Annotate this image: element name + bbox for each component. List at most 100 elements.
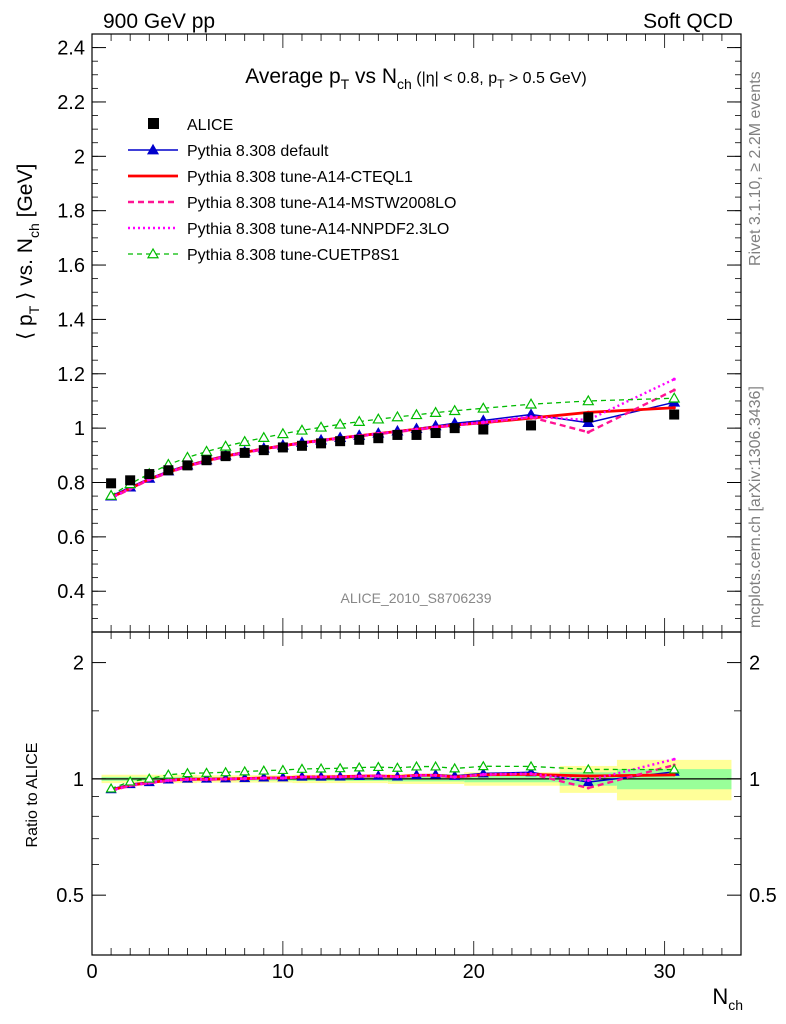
point-pythia-8-308-tune-cuetp8s1	[668, 392, 681, 403]
ratio-point-pythia-8-308-tune-cuetp8s1	[105, 782, 117, 793]
series-line-pythia-8-308-tune-a14-mstw2008lo	[110, 389, 675, 500]
data-point-alice	[335, 436, 346, 447]
mcplots-side-label: mcplots.cern.ch [arXiv:1306.3436]	[747, 386, 764, 628]
ratio-point-pythia-8-308-tune-cuetp8s1	[372, 761, 384, 772]
ratio-point-pythia-8-308-tune-a14-nnpdf2-3lo	[434, 773, 438, 777]
data-point-alice	[392, 429, 403, 440]
point-pythia-8-308-tune-cuetp8s1	[429, 406, 442, 417]
main-y-axis-label: ⟨ pT ⟩ vs. Nch [GeV]	[14, 164, 42, 340]
ratio-point-pythia-8-308-tune-a14-mstw2008lo	[586, 786, 590, 790]
data-point-alice	[258, 445, 269, 456]
point-pythia-8-308-tune-cuetp8s1	[295, 424, 309, 435]
data-point-alice	[201, 455, 212, 466]
point-pythia-8-308-tune-cuetp8s1	[238, 435, 251, 447]
ratio-point-pythia-8-308-tune-a14-nnpdf2-3lo	[481, 772, 485, 776]
main-y-tick-label: 1	[74, 418, 85, 440]
point-pythia-8-308-tune-cuetp8s1	[524, 398, 538, 409]
ratio-point-pythia-8-308-tune-a14-nnpdf2-3lo	[300, 775, 304, 779]
x-tick-label: 10	[272, 961, 294, 983]
ratio-point-pythia-8-308-tune-cuetp8s1	[258, 764, 270, 775]
ratio-point-pythia-8-308-tune-cuetp8s1	[668, 763, 680, 774]
series-line-pythia-8-308-tune-a14-nnpdf2-3lo	[110, 378, 675, 499]
x-axis-label: Nch	[712, 984, 743, 1013]
x-tick-label: 30	[654, 961, 676, 983]
ratio-point-pythia-8-308-tune-a14-nnpdf2-3lo	[529, 772, 533, 776]
ratio-point-pythia-8-308-tune-cuetp8s1	[353, 761, 365, 772]
ratio-point-pythia-8-308-tune-a14-nnpdf2-3lo	[243, 777, 247, 781]
data-point-alice	[277, 442, 288, 453]
ratio-point-pythia-8-308-tune-cuetp8s1	[582, 763, 594, 774]
point-pythia-8-308-tune-a14-nnpdf2-3lo	[672, 377, 676, 381]
ratio-point-pythia-8-308-tune-cuetp8s1	[181, 767, 193, 778]
ratio-y-tick-label-right: 2	[749, 653, 760, 675]
ratio-point-pythia-8-308-tune-a14-cteql1	[586, 774, 590, 778]
point-pythia-8-308-tune-cuetp8s1	[353, 415, 366, 426]
ratio-point-pythia-8-308-tune-a14-nnpdf2-3lo	[166, 778, 170, 782]
data-point-alice	[449, 423, 460, 434]
ratio-point-pythia-8-308-tune-cuetp8s1	[334, 762, 346, 773]
legend-item: Pythia 8.308 tune-A14-MSTW2008LO	[128, 195, 456, 212]
data-point-alice	[106, 478, 117, 489]
point-pythia-8-308-tune-cuetp8s1	[219, 440, 232, 451]
main-y-tick-label: 1.4	[57, 309, 85, 331]
data-point-alice	[354, 434, 365, 445]
ratio-point-pythia-8-308-tune-a14-nnpdf2-3lo	[185, 777, 189, 781]
legend-item: Pythia 8.308 default	[128, 143, 329, 160]
legend-label: ALICE	[187, 117, 233, 134]
data-point-alice	[144, 469, 155, 480]
point-pythia-8-308-tune-a14-nnpdf2-3lo	[433, 425, 438, 429]
ratio-point-pythia-8-308-tune-a14-nnpdf2-3lo	[672, 757, 676, 761]
point-pythia-8-308-tune-a14-mstw2008lo	[586, 430, 590, 434]
header-right-label: Soft QCD	[643, 10, 733, 33]
ratio-point-pythia-8-308-tune-a14-nnpdf2-3lo	[357, 774, 361, 778]
point-pythia-8-308-tune-cuetp8s1	[276, 427, 289, 439]
main-y-tick-label: 2.2	[57, 92, 85, 114]
ratio-point-pythia-8-308-tune-cuetp8s1	[296, 763, 308, 773]
ratio-point-pythia-8-308-tune-cuetp8s1	[525, 760, 537, 771]
ratio-point-pythia-8-308-tune-cuetp8s1	[200, 767, 213, 777]
ratio-point-pythia-8-308-tune-cuetp8s1	[162, 769, 174, 779]
ratio-point-pythia-8-308-tune-a14-nnpdf2-3lo	[205, 777, 209, 781]
x-tick-label: 0	[86, 961, 97, 983]
legend-label: Pythia 8.308 tune-A14-CTEQL1	[187, 169, 413, 186]
ratio-y-axis-label: Ratio to ALICE	[24, 743, 41, 848]
legend-label: Pythia 8.308 default	[187, 143, 329, 160]
ratio-point-pythia-8-308-tune-a14-nnpdf2-3lo	[262, 776, 266, 780]
point-pythia-8-308-tune-a14-cteql1	[672, 406, 676, 410]
ratio-point-pythia-8-308-tune-a14-nnpdf2-3lo	[319, 775, 323, 779]
ratio-y-tick-label: 2	[73, 653, 84, 675]
point-pythia-8-308-tune-a14-mstw2008lo	[672, 388, 676, 392]
point-pythia-8-308-tune-cuetp8s1	[448, 404, 461, 416]
ratio-point-pythia-8-308-tune-cuetp8s1	[449, 762, 461, 773]
point-pythia-8-308-tune-cuetp8s1	[410, 408, 423, 420]
data-point-alice	[125, 475, 136, 486]
data-point-alice	[411, 429, 422, 440]
data-point-alice	[583, 412, 594, 423]
main-y-tick-label: 0.4	[57, 581, 85, 603]
legend-item: Pythia 8.308 tune-A14-CTEQL1	[128, 169, 413, 186]
legend-marker-pythia-8-308-default	[146, 143, 160, 155]
ratio-point-pythia-8-308-tune-a14-nnpdf2-3lo	[415, 773, 418, 777]
data-point-alice	[478, 424, 489, 435]
ratio-point-pythia-8-308-tune-a14-nnpdf2-3lo	[586, 779, 590, 783]
data-point-alice	[220, 451, 231, 462]
point-pythia-8-308-tune-a14-nnpdf2-3lo	[529, 415, 533, 419]
main-y-tick-label: 1.2	[57, 364, 85, 386]
legend-label: Pythia 8.308 tune-CUETP8S1	[187, 247, 400, 264]
data-point-alice	[526, 420, 537, 431]
point-pythia-8-308-tune-cuetp8s1	[582, 394, 595, 406]
ratio-point-pythia-8-308-tune-cuetp8s1	[430, 760, 442, 771]
point-pythia-8-308-tune-a14-nnpdf2-3lo	[481, 420, 485, 424]
analysis-watermark: ALICE_2010_S8706239	[340, 590, 491, 606]
ratio-point-pythia-8-308-tune-cuetp8s1	[143, 772, 155, 783]
ratio-point-pythia-8-308-tune-cuetp8s1	[124, 775, 136, 786]
ratio-point-pythia-8-308-tune-cuetp8s1	[410, 760, 423, 771]
point-pythia-8-308-tune-cuetp8s1	[181, 451, 194, 462]
ratio-point-pythia-8-308-tune-a14-nnpdf2-3lo	[224, 777, 228, 781]
data-point-alice	[669, 409, 680, 420]
data-point-alice	[296, 440, 307, 451]
main-y-tick-label: 1.6	[57, 255, 85, 277]
legend-label: Pythia 8.308 tune-A14-NNPDF2.3LO	[187, 221, 449, 238]
main-y-tick-label: 0.8	[57, 473, 85, 495]
